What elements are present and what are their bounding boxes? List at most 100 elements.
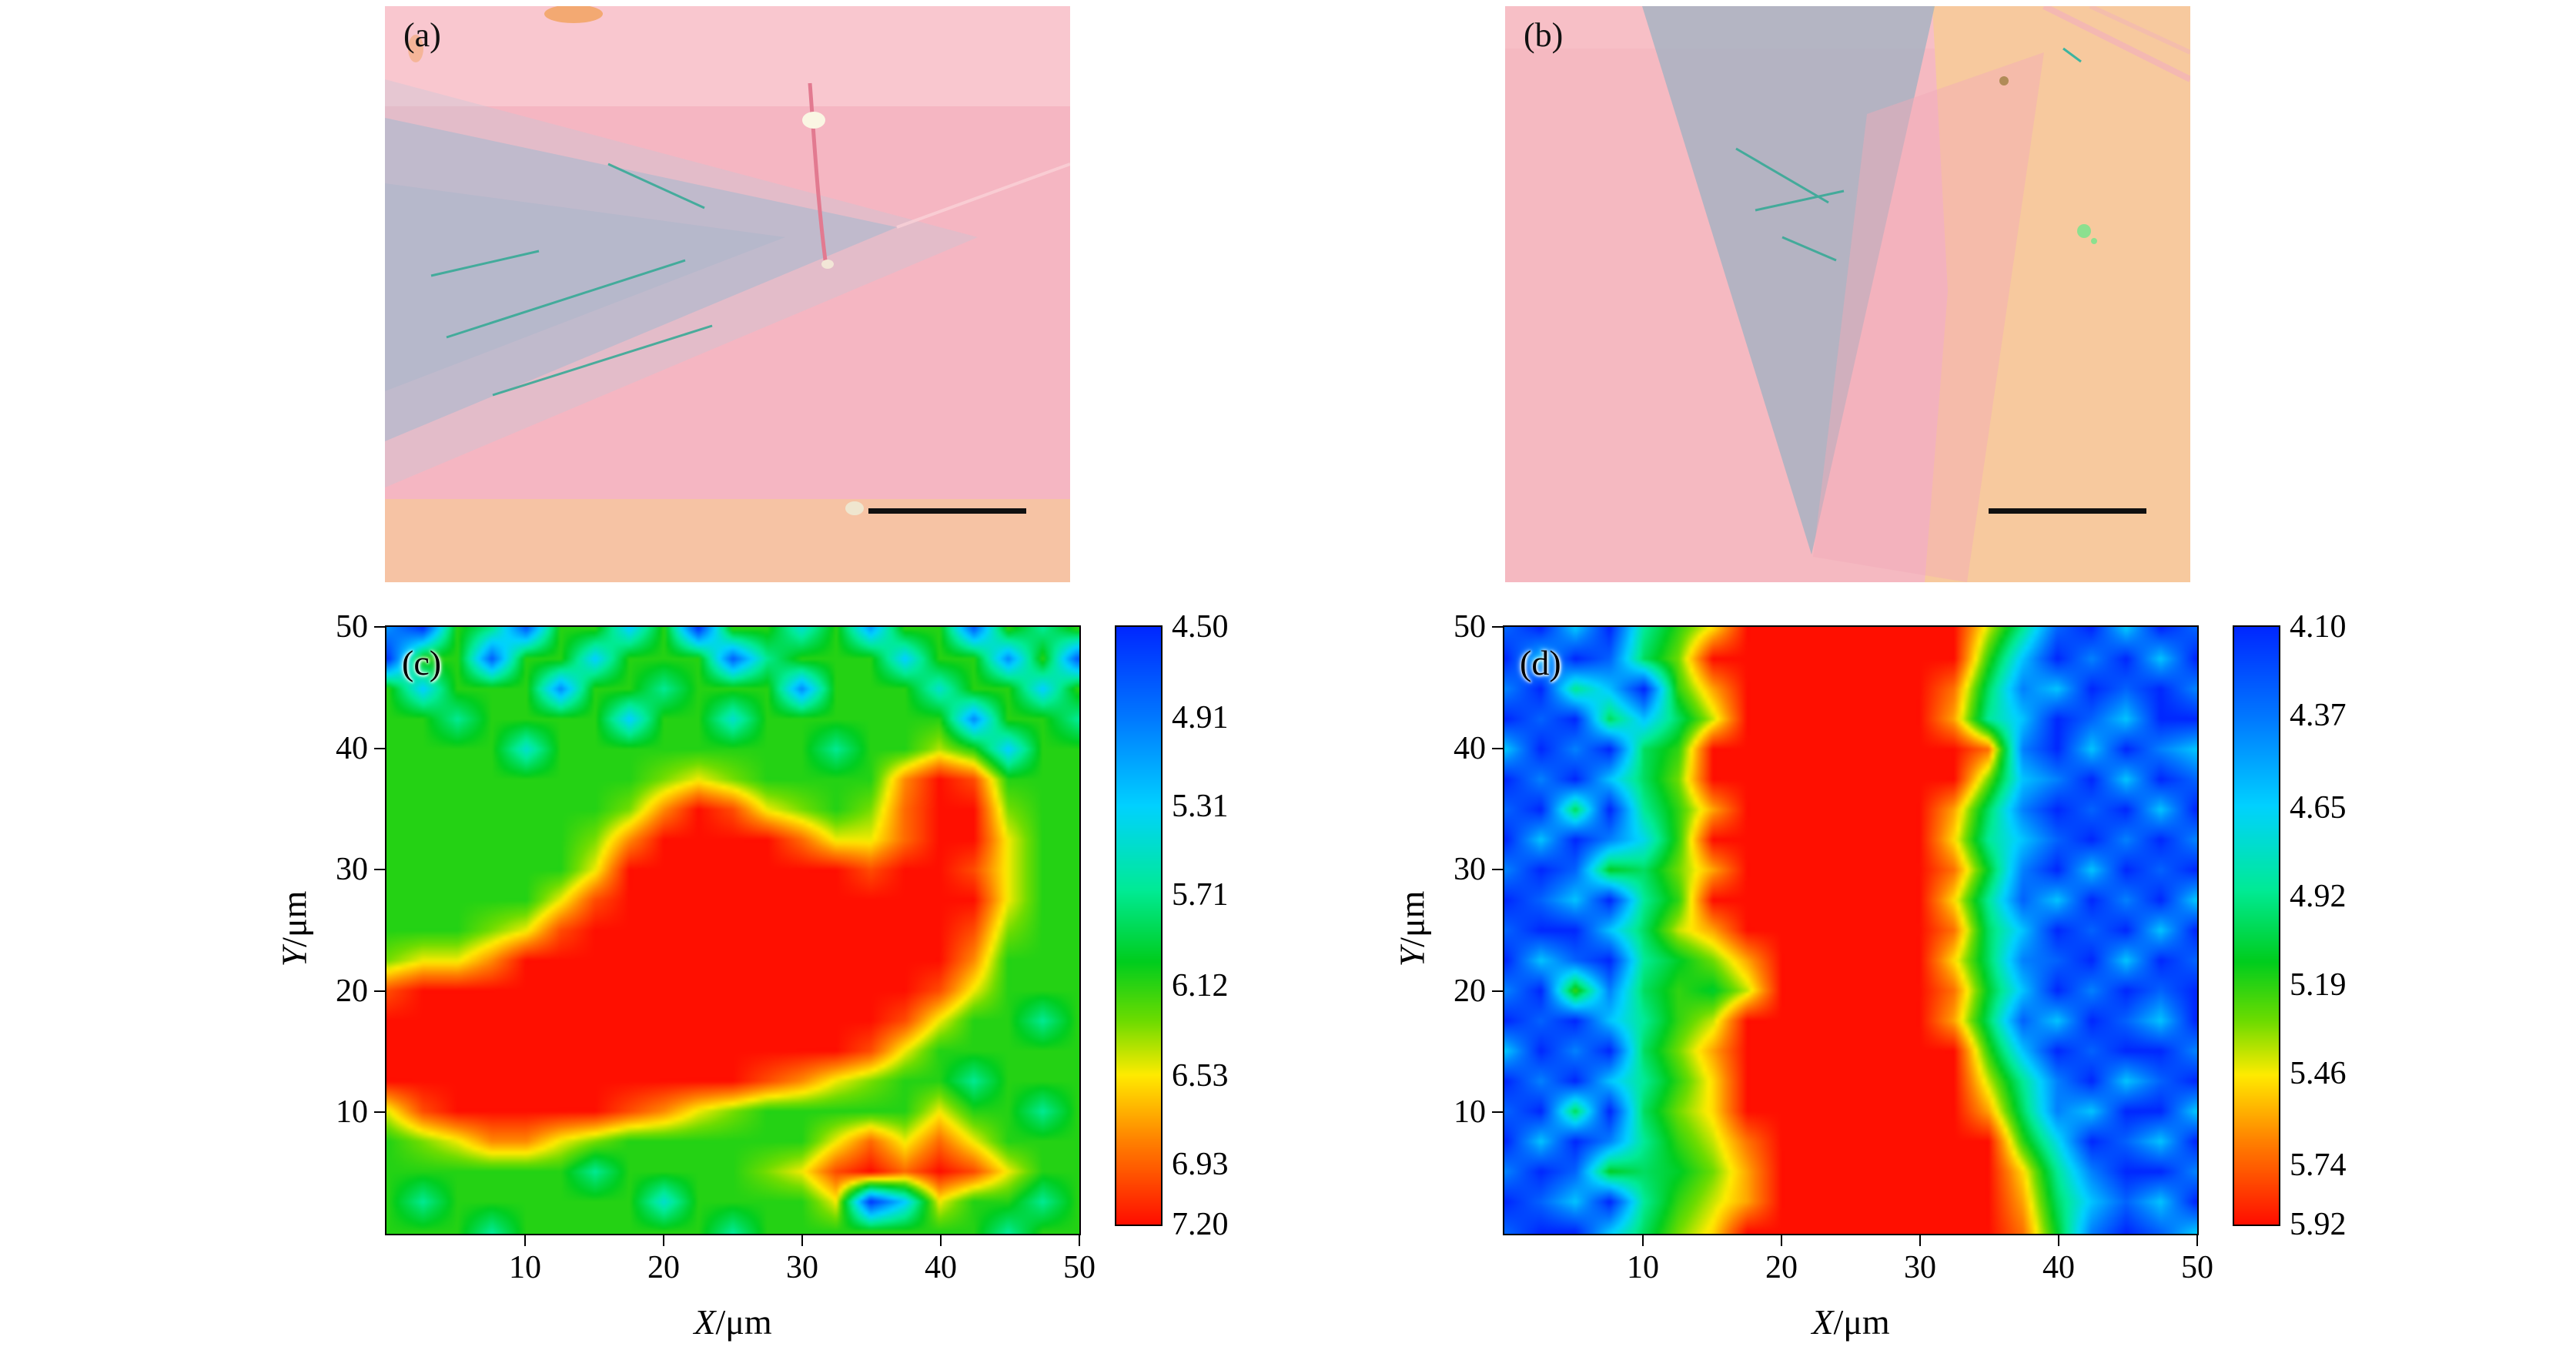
x-tick-mark xyxy=(801,1235,803,1246)
x-axis-unit: /μm xyxy=(715,1302,772,1342)
teal-mark xyxy=(2062,47,2082,63)
heatmap-canvas-d xyxy=(1503,625,2199,1235)
crack-line xyxy=(808,82,828,261)
pink-streak-1 xyxy=(2042,6,2190,82)
x-axis-unit: /μm xyxy=(1833,1302,1890,1342)
panel-label-d: (d) xyxy=(1520,643,1561,682)
colorbar-tick-label: 4.91 xyxy=(1172,699,1229,735)
x-tick-label: 20 xyxy=(647,1250,680,1285)
particle-dot xyxy=(845,501,864,515)
orange-patch-top xyxy=(544,6,603,23)
y-tick-label: 10 xyxy=(1454,1094,1486,1131)
heatmap-panel-d: (d) X/μm Y/μm 4.10 4.37 4.65 4.92 5.19 5.46 5.… xyxy=(1393,609,2347,1342)
panel-label-b: (b) xyxy=(1524,16,1564,54)
substrate-peach-region xyxy=(1925,6,2190,582)
y-tick-label: 10 xyxy=(336,1094,368,1131)
green-spot xyxy=(2077,224,2091,238)
y-tick-mark xyxy=(374,869,385,871)
heatmap-panel-c: (c) X/μm Y/μm 4.50 4.91 5.31 5.71 6.12 6.53 6.… xyxy=(275,609,1229,1342)
flake-triangle xyxy=(1642,6,1935,555)
x-axis-label: X/μm xyxy=(1812,1302,1889,1342)
y-axis-label: Y/μm xyxy=(274,891,315,967)
colorbar-labels-c: 4.50 4.91 5.31 5.71 6.12 6.53 6.93 7.20 xyxy=(1172,609,1287,1242)
optical-image-a: (a) xyxy=(385,6,1070,582)
x-tick-label: 40 xyxy=(925,1250,957,1285)
y-tick-mark xyxy=(374,1111,385,1114)
panel-label-c: (c) xyxy=(402,643,442,682)
colorbar-c xyxy=(1115,625,1163,1226)
y-tick-mark xyxy=(1492,626,1503,628)
colorbar-tick-label: 6.12 xyxy=(1172,967,1229,1004)
x-tick-mark xyxy=(663,1235,664,1246)
y-tick-label: 20 xyxy=(1454,973,1486,1009)
x-axis-variable: X xyxy=(1812,1302,1834,1342)
x-tick-mark xyxy=(2058,1235,2059,1246)
scale-bar xyxy=(868,508,1026,514)
y-tick-mark xyxy=(374,990,385,992)
x-axis-label: X/μm xyxy=(694,1302,771,1342)
colorbar-tick-label: 5.92 xyxy=(2290,1207,2347,1242)
y-axis-unit: /μm xyxy=(1392,890,1432,947)
flake-triangle xyxy=(385,118,897,441)
flake-pink-overlay xyxy=(1813,52,2044,582)
x-tick-label: 10 xyxy=(1627,1250,1659,1285)
y-tick-mark xyxy=(1492,869,1503,871)
y-tick-label: 20 xyxy=(336,973,368,1009)
optical-micrograph-b xyxy=(1505,6,2190,582)
colorbar-tick-label: 4.10 xyxy=(2290,609,2347,645)
x-tick-label: 30 xyxy=(1904,1250,1936,1285)
brown-dot xyxy=(1999,76,2009,85)
y-axis-unit: /μm xyxy=(274,890,314,947)
x-tick-label: 30 xyxy=(786,1250,818,1285)
colorbar-tick-label: 5.31 xyxy=(1172,788,1229,824)
optical-micrograph-a xyxy=(385,6,1070,582)
colorbar-tick-label: 5.46 xyxy=(2290,1055,2347,1091)
y-tick-label: 30 xyxy=(336,852,368,888)
colorbar-tick-label: 4.92 xyxy=(2290,878,2347,914)
colorbar-tick-label: 5.19 xyxy=(2290,967,2347,1003)
x-tick-label: 10 xyxy=(509,1250,541,1285)
wrinkle-lines xyxy=(1735,147,1845,262)
y-tick-mark xyxy=(1492,990,1503,992)
y-tick-label: 40 xyxy=(1454,730,1486,766)
x-tick-label: 40 xyxy=(2042,1250,2075,1285)
y-tick-mark xyxy=(374,747,385,749)
optical-image-b: (b) xyxy=(1505,6,2190,582)
y-tick-label: 50 xyxy=(1454,609,1486,645)
x-tick-mark xyxy=(940,1235,942,1246)
colorbar-tick-label: 6.93 xyxy=(1172,1147,1229,1183)
y-tick-mark xyxy=(1492,1111,1503,1114)
flake-inner-shading xyxy=(385,183,785,391)
bright-spot-small xyxy=(821,260,834,269)
x-tick-mark xyxy=(1079,1235,1080,1246)
x-tick-label: 50 xyxy=(2181,1250,2213,1285)
x-tick-mark xyxy=(524,1235,526,1246)
x-tick-mark xyxy=(1781,1235,1782,1246)
colorbar-tick-label: 4.65 xyxy=(2290,789,2347,826)
colorbar-tick-label: 6.53 xyxy=(1172,1058,1229,1094)
scale-bar xyxy=(1989,508,2146,514)
x-tick-label: 20 xyxy=(1765,1250,1798,1285)
colorbar-tick-label: 4.37 xyxy=(2290,698,2347,734)
colorbar-d xyxy=(2233,625,2280,1226)
domain-boundary-line xyxy=(896,163,1070,229)
y-axis-variable: Y xyxy=(274,947,314,967)
colorbar-tick-label: 7.20 xyxy=(1172,1207,1229,1242)
colorbar-labels-d: 4.10 4.37 4.65 4.92 5.19 5.46 5.74 5.92 xyxy=(2290,609,2405,1242)
x-tick-label: 50 xyxy=(1063,1250,1096,1285)
colorbar-tick-label: 4.50 xyxy=(1172,609,1229,645)
x-axis-variable: X xyxy=(694,1302,716,1342)
x-tick-mark xyxy=(2196,1235,2198,1246)
y-tick-label: 40 xyxy=(336,730,368,766)
x-tick-mark xyxy=(1919,1235,1921,1246)
panel-label-a: (a) xyxy=(403,16,441,54)
orange-patch-corner xyxy=(408,35,423,62)
substrate-light-band xyxy=(385,6,1070,106)
y-tick-mark xyxy=(1492,747,1503,749)
green-spot-small xyxy=(2091,238,2097,244)
y-tick-mark xyxy=(374,626,385,628)
heatmap-canvas-c xyxy=(385,625,1081,1235)
colorbar-tick-label: 5.74 xyxy=(2290,1148,2347,1184)
pink-streak-2 xyxy=(2089,6,2190,55)
